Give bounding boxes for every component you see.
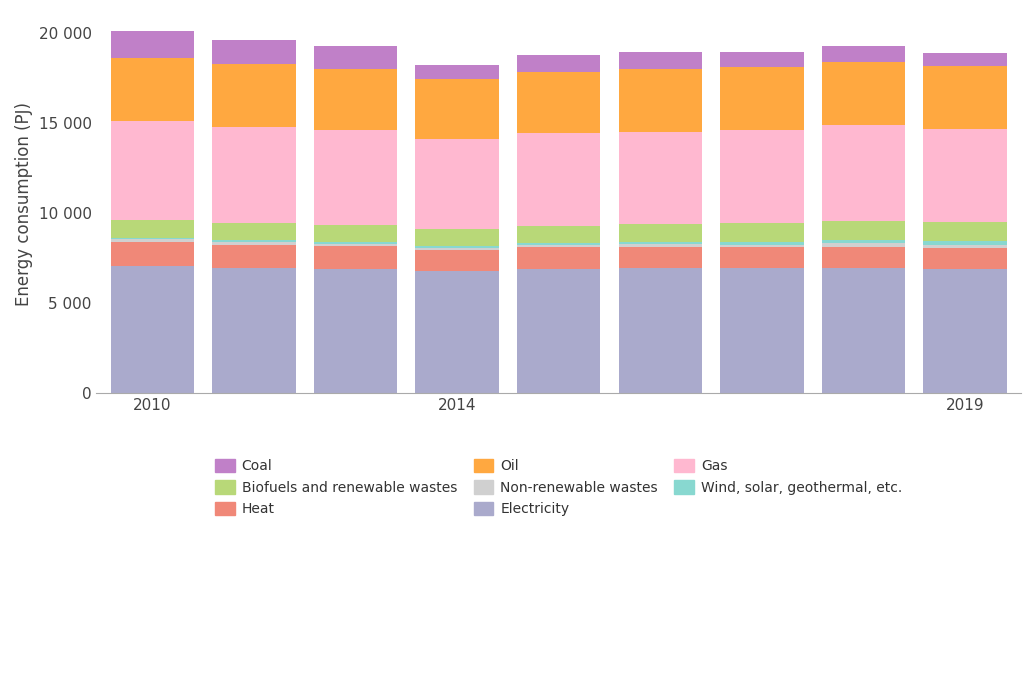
Bar	[314, 46, 397, 69]
Bar	[415, 248, 498, 250]
Bar	[212, 127, 295, 223]
Bar	[923, 67, 1007, 130]
Bar	[212, 240, 295, 242]
Bar	[923, 249, 1007, 269]
Bar	[314, 242, 397, 244]
Bar	[720, 52, 804, 67]
Bar	[212, 244, 295, 268]
Bar	[415, 246, 498, 248]
Bar	[517, 56, 601, 71]
Bar	[822, 62, 905, 125]
Bar	[720, 242, 804, 244]
Bar	[720, 247, 804, 268]
Bar	[314, 246, 397, 269]
Bar	[923, 53, 1007, 67]
Bar	[111, 220, 194, 238]
Bar	[111, 266, 194, 393]
Bar	[314, 130, 397, 225]
Bar	[212, 242, 295, 244]
Bar	[923, 245, 1007, 249]
Bar	[415, 139, 498, 229]
Bar	[517, 243, 601, 245]
Bar	[314, 269, 397, 393]
Bar	[720, 67, 804, 130]
Bar	[720, 268, 804, 393]
Bar	[923, 269, 1007, 393]
Bar	[822, 246, 905, 268]
Bar	[822, 268, 905, 393]
Bar	[314, 244, 397, 246]
Bar	[415, 229, 498, 246]
Bar	[822, 125, 905, 221]
Bar	[415, 65, 498, 79]
Bar	[923, 241, 1007, 245]
Bar	[111, 31, 194, 58]
Bar	[720, 223, 804, 242]
Bar	[720, 130, 804, 223]
Bar	[517, 245, 601, 247]
Bar	[111, 121, 194, 220]
Bar	[517, 247, 601, 269]
Bar	[212, 268, 295, 393]
Bar	[618, 244, 702, 246]
Bar	[212, 223, 295, 240]
Bar	[111, 238, 194, 240]
Bar	[517, 71, 601, 133]
Bar	[923, 222, 1007, 241]
Bar	[720, 244, 804, 247]
Bar	[212, 65, 295, 127]
Bar	[111, 58, 194, 121]
Bar	[517, 225, 601, 243]
Bar	[517, 269, 601, 393]
Bar	[415, 271, 498, 393]
Bar	[314, 69, 397, 130]
Bar	[415, 250, 498, 271]
Bar	[618, 224, 702, 242]
Bar	[822, 221, 905, 240]
Bar	[415, 79, 498, 139]
Bar	[212, 40, 295, 65]
Bar	[111, 242, 194, 266]
Bar	[822, 243, 905, 246]
Bar	[923, 130, 1007, 222]
Y-axis label: Energy consumption (PJ): Energy consumption (PJ)	[15, 103, 33, 306]
Legend: Coal, Biofuels and renewable wastes, Heat, Oil, Non-renewable wastes, Electricit: Coal, Biofuels and renewable wastes, Hea…	[209, 454, 908, 521]
Bar	[618, 69, 702, 132]
Bar	[618, 268, 702, 393]
Bar	[618, 246, 702, 268]
Bar	[111, 240, 194, 242]
Bar	[618, 242, 702, 244]
Bar	[618, 132, 702, 224]
Bar	[314, 225, 397, 242]
Bar	[822, 240, 905, 243]
Bar	[618, 52, 702, 69]
Bar	[822, 45, 905, 62]
Bar	[517, 133, 601, 225]
